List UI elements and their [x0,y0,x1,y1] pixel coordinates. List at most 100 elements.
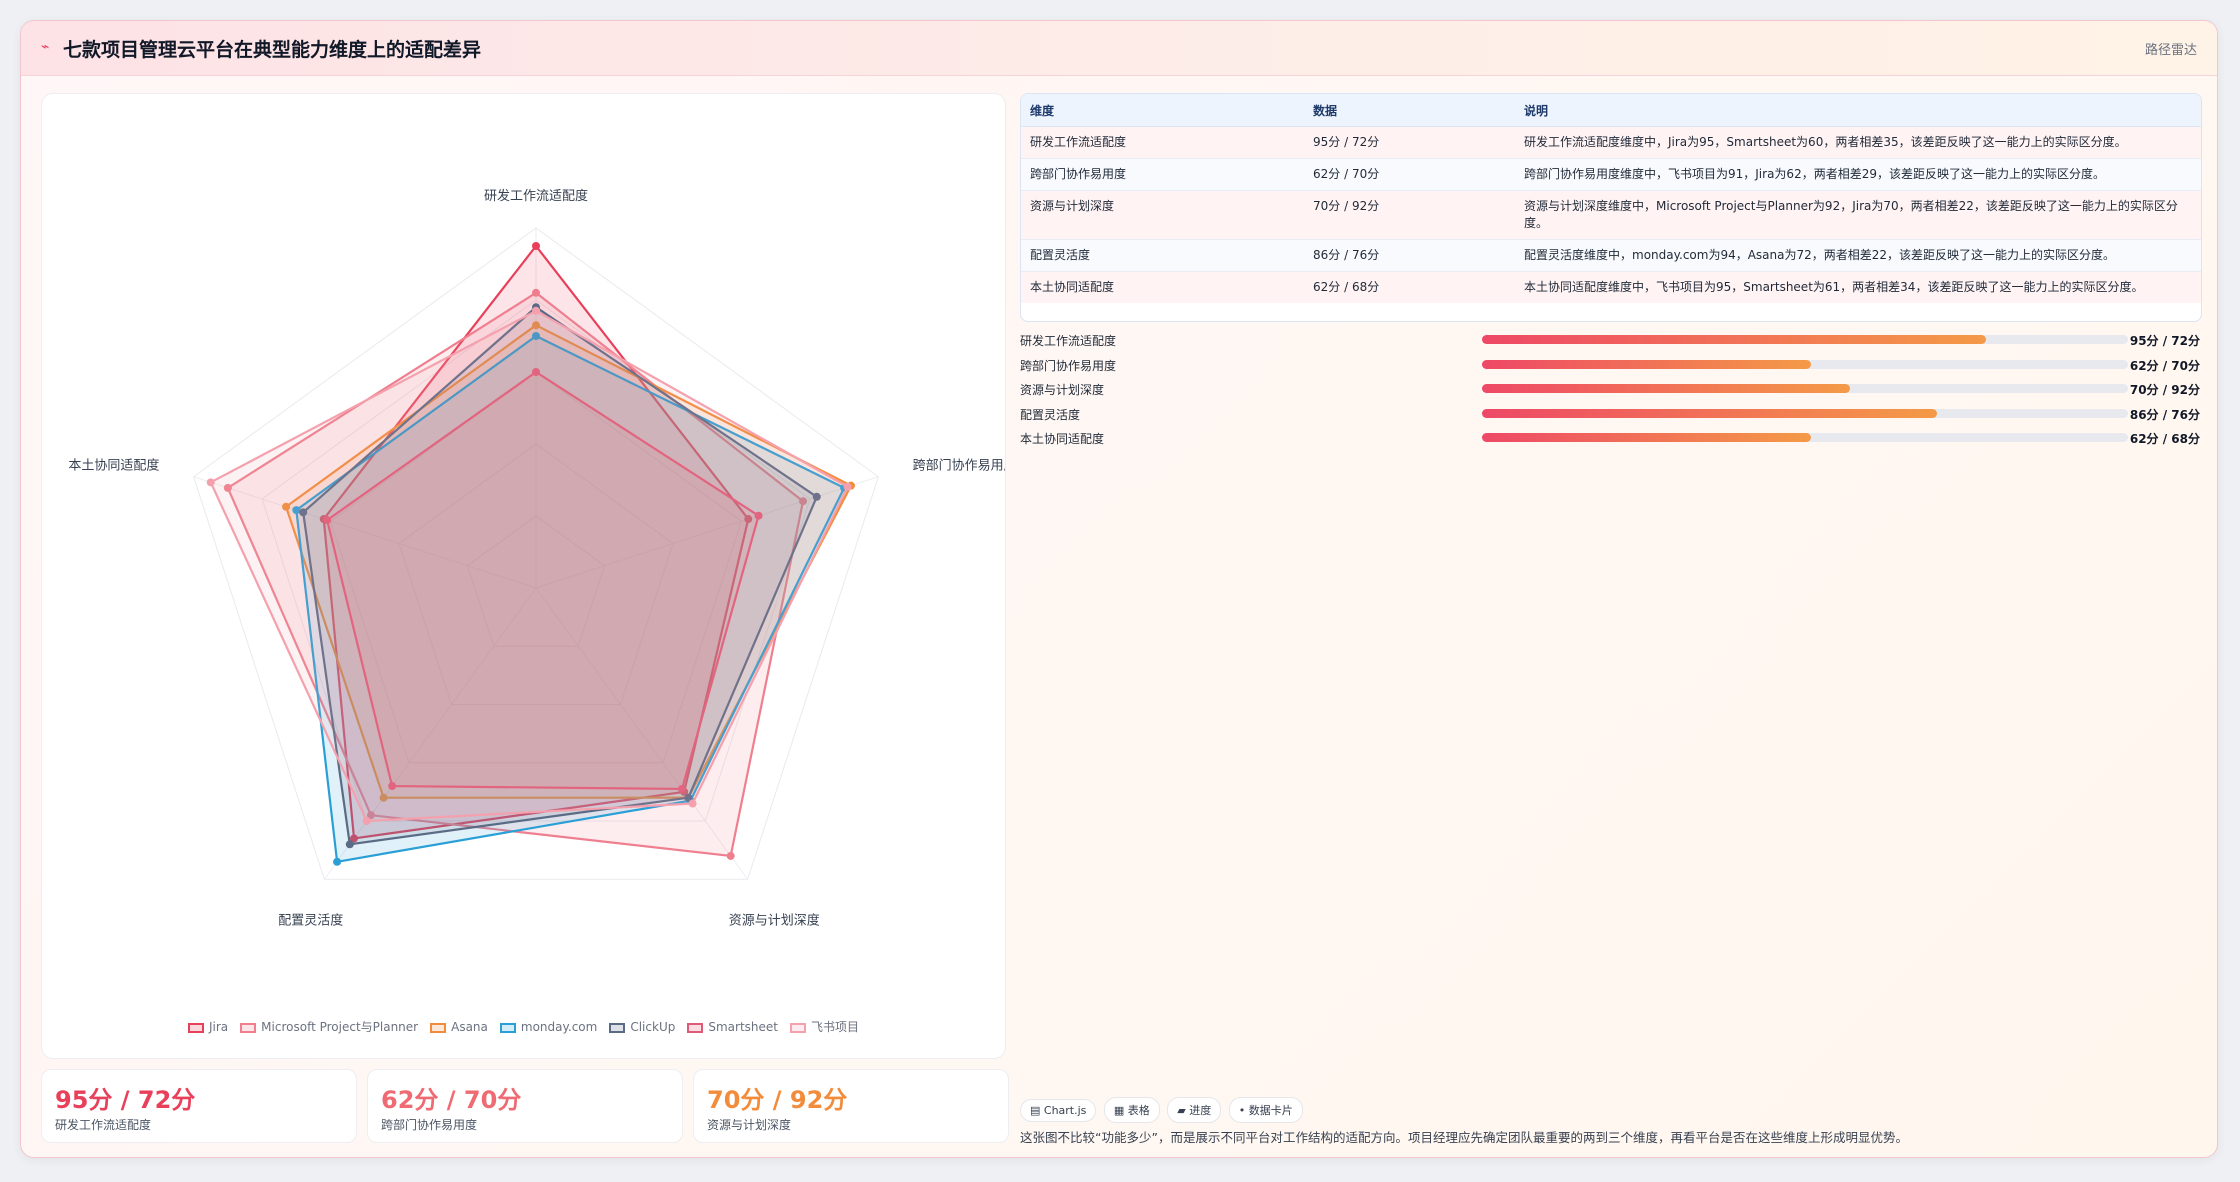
data-point [323,516,332,525]
legend-item[interactable]: monday.com [499,1020,598,1034]
grid-ring [329,371,743,764]
progress-list: 研发工作流适配度 95分 / 72分 跨部门协作易用度 62分 / 70分 资源… [1020,329,2200,452]
stat-label: 资源与计划深度 [707,1118,792,1132]
series-area [326,370,760,791]
axis-label: 本土协同适配度 [68,458,159,474]
column-header-description: 说明 [1515,94,2201,127]
stat-value: 95分 / 72分 [55,1086,196,1114]
data-point [362,816,371,825]
tech-chips: ▤ Chart.js ▦ 表格 ▰ 进度 • 数据卡片 [1020,1097,1307,1123]
chip-chartjs[interactable]: ▤ Chart.js [1020,1099,1097,1122]
grid-spoke [535,587,749,880]
data-point [684,793,693,802]
legend-item[interactable]: Smartsheet [687,1020,778,1034]
legend-item[interactable]: Asana [430,1020,488,1034]
data-point [333,857,342,866]
legend-label: 飞书项目 [810,1020,859,1034]
legend-label: ClickUp [630,1020,676,1034]
progress-value: 62分 / 68分 [2129,432,2200,446]
series-area [322,244,750,840]
table-cell: 研发工作流适配度维度中，Jira为95，Smartsheet为60，两者相差35… [1515,126,2201,159]
data-point [532,242,540,250]
progress-track [1482,408,2128,418]
data-point [726,851,735,860]
grid-spoke [535,476,879,589]
progress-fill [1482,384,1851,393]
mode-badge[interactable]: 路径雷达 [2144,43,2197,58]
chart-legend: Jira Microsoft Project与Planner Asana monday… [42,1018,1005,1035]
stat-label: 研发工作流适配度 [55,1118,152,1132]
data-table: 维度 数据 说明 研发工作流适配度 95分 / 72分 研发工作流适配度维度中，… [1020,93,2202,322]
progress-fill [1482,359,1812,369]
data-point [532,288,540,297]
progress-fill [1482,433,1812,442]
progress-track [1482,384,2128,393]
data-point [678,784,687,793]
grid-ring [398,443,674,705]
series-area [209,309,849,823]
data-point [799,497,808,506]
table-cell: 62分 / 68分 [1304,271,1515,303]
grid-spoke [323,587,537,880]
legend-label: monday.com [520,1020,598,1034]
legend-swatch [687,1023,704,1033]
legend-item[interactable]: Jira [188,1020,228,1034]
data-point [532,332,540,340]
progress-value: 86分 / 76分 [2129,407,2200,422]
progress-label: 本土协同适配度 [1020,432,1105,446]
data-point [379,793,388,802]
table-cell: 配置灵活度 [1021,239,1304,272]
data-point [688,799,697,808]
legend-item[interactable]: Microsoft Project与Planner [240,1018,418,1035]
legend-swatch [188,1023,204,1033]
table-cell: 研发工作流适配度 [1021,126,1304,159]
axis-label: 研发工作流适配度 [484,188,588,204]
legend-item[interactable]: 飞书项目 [789,1018,859,1035]
chip-table[interactable]: ▦ 表格 [1103,1097,1160,1123]
footnote: 这张图不比较“功能多少”，而是展示不同平台对工作结构的适配方向。项目经理应先确定… [1020,1130,1908,1145]
progress-row: 资源与计划深度 70分 / 92分 [1020,378,2200,403]
table-row: 研发工作流适配度 95分 / 72分 研发工作流适配度维度中，Jira为95，S… [1021,126,2201,159]
grid-ring [193,227,879,880]
table-cell: 本土协同适配度维度中，飞书项目为95，Smartsheet为61，两者相差34，… [1515,271,2201,303]
table-cell: 86分 / 76分 [1304,239,1515,272]
column-header-data: 数据 [1304,94,1515,127]
data-point [292,506,301,515]
table-row: 本土协同适配度 62分 / 68分 本土协同适配度维度中，飞书项目为95，Sma… [1021,271,2201,303]
table-row: 跨部门协作易用度 62分 / 70分 跨部门协作易用度维度中，飞书项目为91，J… [1021,158,2201,191]
data-point [744,515,753,524]
legend-item[interactable]: ClickUp [609,1020,675,1034]
progress-value: 70分 / 92分 [2129,383,2200,397]
data-point [532,306,540,315]
table-row: 配置灵活度 86分 / 76分 配置灵活度维度中，monday.com为94，A… [1021,239,2201,272]
data-point [532,368,540,376]
legend-label: Microsoft Project与Planner [261,1020,419,1034]
progress-fill [1482,408,1938,418]
legend-swatch [499,1023,516,1033]
data-point [345,840,354,849]
data-point [754,511,763,520]
legend-label: Smartsheet [708,1020,778,1034]
progress-label: 跨部门协作易用度 [1020,358,1117,373]
progress-value: 62分 / 70分 [2129,358,2200,373]
stat-value: 62分 / 70分 [381,1086,522,1114]
series-area [302,306,818,846]
table-cell: 本土协同适配度 [1021,271,1304,303]
progress-track [1482,433,2128,442]
stat-card-3: 70分 / 92分 资源与计划深度 [693,1069,1009,1143]
progress-row: 研发工作流适配度 95分 / 72分 [1020,329,2200,354]
chip-data-card[interactable]: • 数据卡片 [1228,1097,1303,1123]
page-title: 七款项目管理云平台在典型能力维度上的适配差异 [63,39,482,61]
legend-label: Asana [451,1020,488,1034]
table-cell: 70分 / 92分 [1304,190,1515,240]
stat-card-1: 95分 / 72分 研发工作流适配度 [41,1069,357,1143]
table-cell: 跨部门协作易用度 [1021,158,1304,191]
chip-progress[interactable]: ▰ 进度 [1167,1097,1222,1123]
axis-label: 配置灵活度 [278,912,343,928]
data-point [843,482,852,491]
progress-label: 配置灵活度 [1020,407,1081,422]
table-cell: 配置灵活度维度中，monday.com为94，Asana为72，两者相差22，该… [1515,239,2201,272]
data-point [532,321,540,330]
table-cell: 62分 / 70分 [1304,158,1515,191]
table-cell: 资源与计划深度 [1021,190,1304,240]
